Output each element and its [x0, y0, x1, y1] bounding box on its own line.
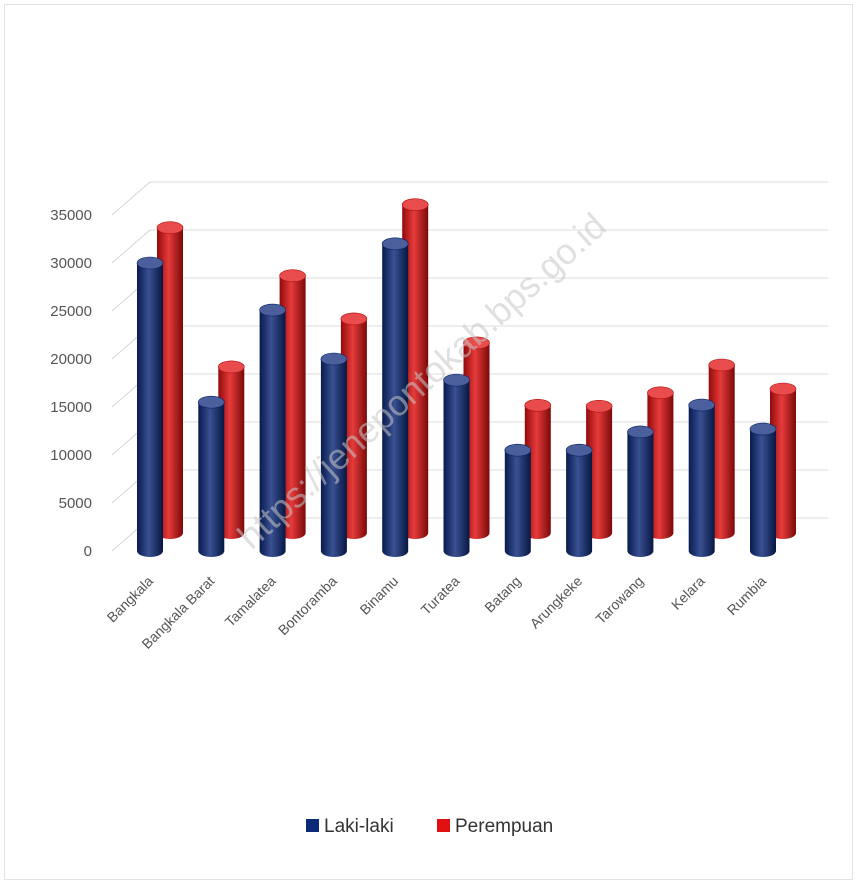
bar-laki-laki	[443, 373, 470, 557]
y-tick-label: 0	[84, 543, 92, 560]
y-tick-label: 10000	[50, 447, 92, 464]
bar-perempuan	[647, 386, 674, 539]
bar-perempuan	[708, 358, 736, 539]
legend: Laki-laki Perempuan	[306, 816, 553, 837]
bar-laki-laki	[504, 443, 532, 557]
bar-laki-laki	[198, 395, 225, 557]
x-tick-label: Bangkala	[104, 573, 157, 626]
bar-laki-laki	[565, 443, 593, 557]
bar-laki-laki	[749, 422, 777, 557]
y-tick-label: 35000	[50, 207, 92, 224]
y-tick-label: 30000	[50, 255, 92, 272]
x-tick-label: Arungkeke	[527, 573, 586, 632]
x-tick-label: Tamalatea	[222, 573, 279, 630]
y-tick-label: 15000	[50, 399, 92, 416]
y-tick-label: 5000	[59, 495, 92, 512]
bar-perempuan	[218, 360, 245, 539]
gridline-depth	[111, 181, 151, 216]
legend-label-laki-laki: Laki-laki	[324, 816, 394, 837]
x-tick-label: Binamu	[356, 573, 401, 618]
gridline-depth	[111, 229, 151, 264]
y-tick-label: 25000	[50, 303, 92, 320]
legend-swatch-laki-laki	[306, 819, 319, 832]
bar-perempuan	[463, 336, 490, 539]
bar-perempuan	[524, 399, 552, 539]
x-tick-label: Turatea	[418, 573, 463, 618]
x-tick-label: Tarowang	[592, 573, 646, 627]
bar-laki-laki	[627, 425, 654, 557]
bar-perempuan	[340, 312, 368, 539]
bar-laki-laki	[320, 352, 348, 557]
bar-perempuan	[401, 198, 429, 539]
legend-label-perempuan: Perempuan	[455, 816, 553, 837]
y-tick-label: 20000	[50, 351, 92, 368]
x-tick-label: Rumbia	[724, 573, 770, 619]
bars	[136, 198, 797, 558]
bar-laki-laki	[381, 237, 409, 558]
y-axis: 0 5000 10000 15000 20000 25000 30000 35000	[50, 207, 92, 560]
bar-laki-laki	[688, 398, 716, 557]
bar-perempuan	[156, 221, 184, 539]
bar-laki-laki	[136, 256, 164, 557]
bar-perempuan	[769, 382, 797, 539]
bar-perempuan	[279, 269, 306, 539]
x-tick-label: Bontoramba	[275, 573, 340, 638]
legend-swatch-perempuan	[437, 819, 450, 832]
x-tick-label: Batang	[481, 573, 524, 616]
x-tick-label: Kelara	[668, 573, 708, 613]
bar-perempuan	[585, 399, 613, 539]
bar-laki-laki	[259, 303, 286, 557]
